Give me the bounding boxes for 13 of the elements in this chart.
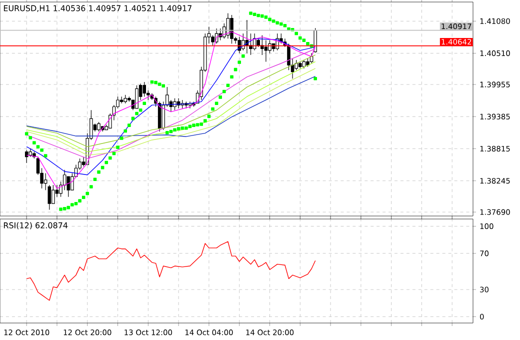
candlestick <box>314 28 317 53</box>
candlestick <box>238 36 241 54</box>
candlestick <box>24 150 28 164</box>
candlestick <box>264 40 268 62</box>
candlestick <box>62 170 66 190</box>
candlestick <box>135 85 138 109</box>
candlestick <box>120 96 124 104</box>
candlestick <box>97 122 100 132</box>
candlestick <box>142 82 146 97</box>
line-series <box>26 76 316 137</box>
candlestick <box>230 14 234 44</box>
candlestick <box>52 184 55 204</box>
line-series <box>26 241 316 301</box>
